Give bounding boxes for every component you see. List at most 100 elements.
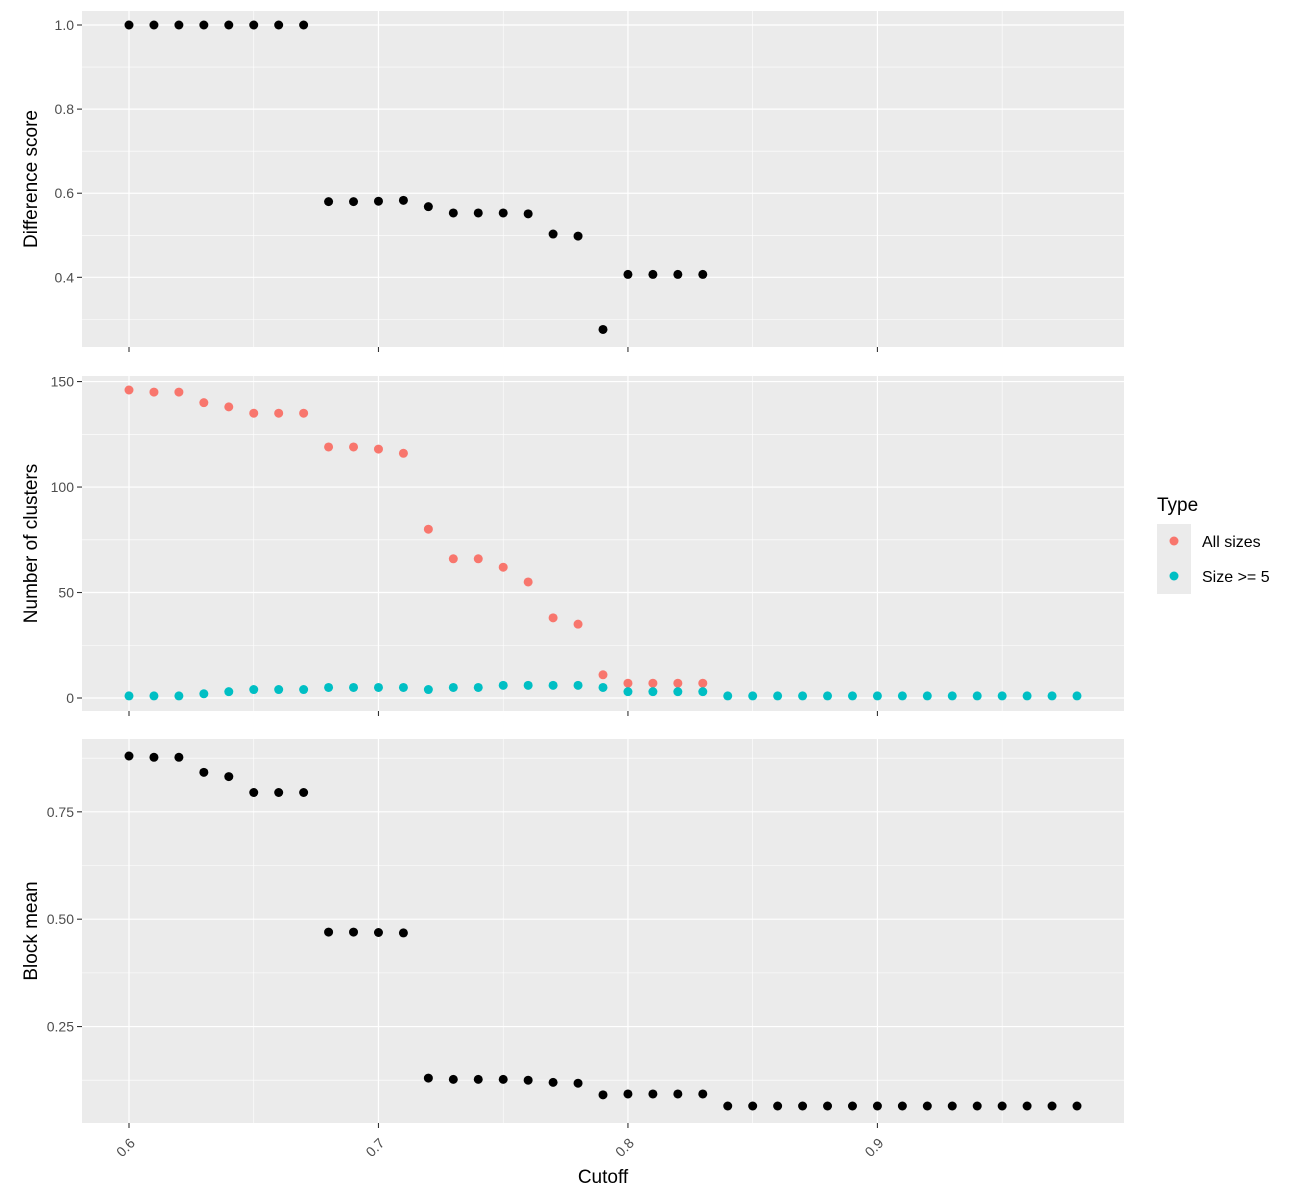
data-point [274,20,284,30]
data-point [498,562,508,572]
data-point [897,1101,907,1111]
data-point [498,208,508,218]
data-point [897,691,907,701]
panel-2: 0 50 100 150 Number of clusters [21,374,1124,716]
data-point [249,20,259,30]
legend: Type All sizes Size >= 5 [1157,495,1270,594]
data-point [972,691,982,701]
data-point [124,751,134,761]
data-point [548,229,558,239]
y-tick-label: 0.8 [55,101,75,117]
data-point [1047,691,1057,701]
data-point [398,928,408,938]
data-point [1072,691,1082,701]
data-point [798,1101,808,1111]
data-point [548,680,558,690]
data-point [598,324,608,334]
data-point [448,1074,458,1084]
y-axis-title: Block mean [21,881,42,980]
data-point [872,1101,882,1111]
legend-key-size-5 [1169,571,1179,581]
data-point [648,269,658,279]
data-point [872,691,882,701]
data-point [249,408,259,418]
data-point [723,691,733,701]
data-point [498,680,508,690]
data-point [623,269,633,279]
data-point [423,1073,433,1083]
data-point [623,1089,633,1099]
data-point [548,1077,558,1087]
data-point [274,685,284,695]
data-point [149,20,159,30]
y-tick-label: 50 [58,585,74,601]
y-tick-label: 0.75 [47,804,74,820]
data-point [224,687,234,697]
data-point [623,678,633,688]
data-point [149,691,159,701]
y-tick-label: 0.50 [47,911,74,927]
data-point [673,687,683,697]
data-point [299,788,309,798]
data-point [124,20,134,30]
legend-title: Type [1157,495,1198,516]
data-point [349,682,359,692]
data-point [648,678,658,688]
data-point [648,687,658,697]
series-1 [124,20,708,334]
data-point [224,772,234,782]
data-point [448,682,458,692]
data-point [249,685,259,695]
y-axis-title: Difference score [21,110,42,248]
data-point [523,680,533,690]
data-point [473,208,483,218]
data-point [598,670,608,680]
legend-key-all-sizes [1169,536,1179,546]
data-point [698,1089,708,1099]
data-point [1072,1101,1082,1111]
data-point [299,685,309,695]
data-point [523,1075,533,1085]
data-point [398,195,408,205]
data-point [698,687,708,697]
data-point [823,1101,833,1111]
panel-background [82,11,1124,347]
data-point [947,1101,957,1111]
y-tick-label: 0.6 [55,185,75,201]
y-tick-label: 1.0 [55,17,75,33]
data-point [174,20,184,30]
y-tick-label: 0.4 [55,269,75,285]
data-point [847,1101,857,1111]
series-1 [124,751,1082,1111]
data-point [723,1101,733,1111]
data-point [224,402,234,412]
data-point [573,231,583,241]
x-tick-label: 0.6 [113,1135,138,1160]
x-tick-label: 0.7 [362,1135,387,1160]
data-point [673,1089,683,1099]
data-point [498,1074,508,1084]
data-point [224,20,234,30]
data-point [149,387,159,397]
data-point [847,691,857,701]
y-tick-label: 100 [51,479,75,495]
data-point [473,1074,483,1084]
data-point [623,687,633,697]
data-point [174,752,184,762]
data-point [1022,691,1032,701]
data-point [573,619,583,629]
data-point [748,691,758,701]
data-point [748,1101,758,1111]
data-point [548,613,558,623]
data-point [972,1101,982,1111]
data-point [149,752,159,762]
data-point [798,691,808,701]
data-point [199,767,209,777]
data-point [922,691,932,701]
data-point [598,1090,608,1100]
data-point [299,408,309,418]
data-point [573,1078,583,1088]
data-point [773,691,783,701]
data-point [573,680,583,690]
y-tick-label: 150 [51,374,75,390]
